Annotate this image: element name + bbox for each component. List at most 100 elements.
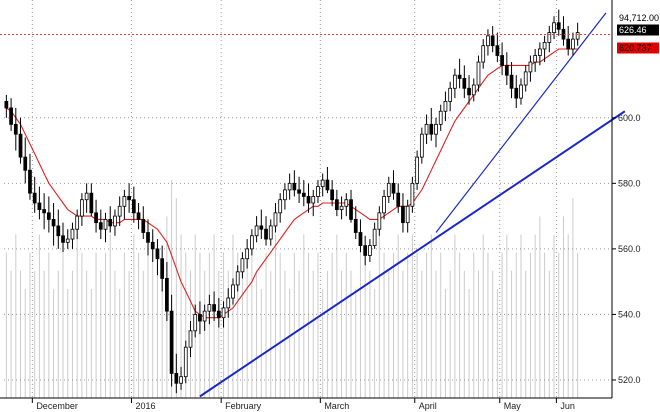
volume-bar (109, 234, 111, 398)
volume-bar (246, 252, 248, 398)
moving-average-badge: 620.737 (619, 43, 652, 53)
candle-body (4, 101, 9, 109)
volume-bar (355, 289, 357, 398)
candle-body (56, 225, 61, 237)
volume-bar (43, 270, 45, 398)
volume-bar (48, 252, 50, 398)
volume-bar (123, 252, 125, 398)
candle-body (160, 258, 165, 279)
candle-body (396, 192, 401, 207)
volume-bar (388, 270, 390, 398)
volume-bar (440, 252, 442, 398)
volume-bar (256, 270, 258, 398)
volume-bar (317, 252, 319, 398)
y-tick-label: 560.0 (618, 244, 641, 254)
candle-body (500, 55, 504, 66)
candle-body (141, 218, 146, 233)
candle-body (556, 22, 561, 30)
candle-body (287, 182, 292, 191)
volume-bar (293, 252, 295, 398)
candle-body (202, 310, 207, 322)
candle-body (538, 48, 542, 56)
candle-body (490, 35, 495, 47)
candle-body (486, 35, 490, 47)
candle-body (410, 182, 415, 207)
volume-bar (10, 270, 12, 398)
volume-bar (416, 252, 418, 398)
trendline-layer (199, 12, 626, 398)
candle-body (259, 225, 264, 230)
volume-bar (402, 270, 404, 398)
candle-body (528, 61, 533, 73)
candle-body (523, 71, 528, 86)
volume-bar (463, 270, 465, 398)
candle-body (377, 212, 382, 230)
candle-body (61, 235, 65, 243)
candle-body (165, 277, 169, 312)
volume-bar (567, 234, 569, 398)
candle-body (334, 199, 339, 210)
candle-body (221, 307, 226, 319)
candle-body (311, 196, 316, 204)
volume-badge: 94,712.00 (619, 13, 659, 23)
candle-body (37, 202, 42, 210)
candle-body (75, 215, 80, 230)
volume-bar (312, 270, 314, 398)
volume-bar (53, 289, 55, 398)
volume-bar (15, 234, 17, 398)
volume-bar (473, 252, 475, 398)
volume-bar (204, 270, 206, 398)
axes: 520.0 540.0 560.0 580.0 600.0 December 2016 Feb… (0, 0, 641, 411)
candle-body (552, 22, 556, 33)
candle-body (98, 222, 103, 230)
volume-bar (265, 252, 267, 398)
x-month-label: 2016 (135, 401, 155, 411)
volume-bar (227, 270, 229, 398)
candle-body (467, 87, 471, 96)
volume-bar (279, 252, 281, 398)
volume-bar (397, 234, 399, 398)
candle-body (136, 212, 141, 220)
candle-body (533, 55, 538, 63)
volume-bar (208, 252, 210, 398)
volume-bar (383, 252, 385, 398)
volume-bar (477, 270, 479, 398)
y-tick-label: 600.0 (618, 113, 641, 123)
trendline (199, 110, 626, 398)
volume-bar (369, 270, 371, 398)
x-month-label: Jun (560, 401, 575, 411)
volume-badge-bg (617, 12, 659, 24)
volume-bar (539, 216, 541, 398)
candle-body (250, 235, 254, 250)
candle-body (264, 228, 268, 240)
candle-body (283, 189, 287, 201)
volume-bar (548, 270, 550, 398)
volume-bar (241, 270, 243, 398)
volume-bar (119, 289, 121, 398)
volume-bar (322, 289, 324, 398)
grid-lines (4, 0, 612, 398)
x-month-label: May (504, 401, 522, 411)
volume-bar (364, 252, 366, 398)
volume-bar (270, 270, 272, 398)
volume-bar (161, 252, 163, 398)
volume-bar (487, 252, 489, 398)
volume-bar (171, 180, 173, 398)
volume-bar (62, 252, 64, 398)
volume-bar (76, 234, 78, 398)
volume-bar (482, 234, 484, 398)
volume-bar (454, 234, 456, 398)
candle-body (42, 209, 46, 214)
volume-bar (71, 270, 73, 398)
volume-bar (430, 234, 432, 398)
volume-bar (411, 234, 413, 398)
candle-body (405, 205, 410, 224)
volume-bar (492, 270, 494, 398)
price-badge-bg (617, 24, 659, 36)
candle-body (316, 186, 320, 197)
candle-body (216, 310, 221, 319)
candle-body (438, 110, 443, 125)
x-month-label: April (419, 401, 437, 411)
candle-body (89, 192, 94, 214)
y-tick-label: 580.0 (618, 178, 641, 188)
